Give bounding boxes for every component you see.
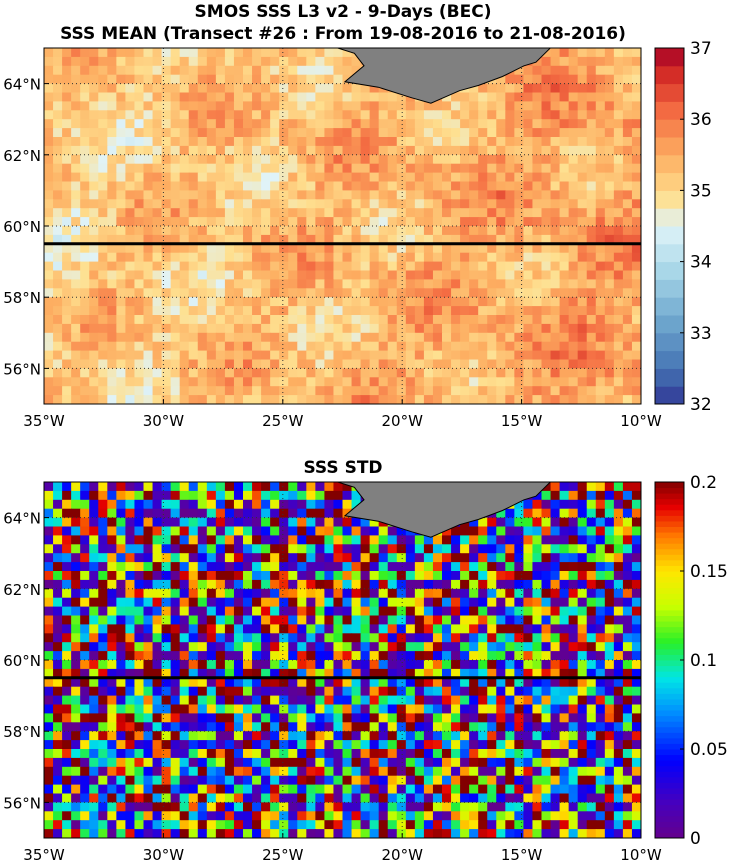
mean-colorbar-tick-label: 34 bbox=[690, 253, 712, 273]
mean-field-cells bbox=[44, 48, 641, 404]
mean-lon-tick-label: 10°W bbox=[620, 412, 662, 430]
mean-lat-tick-label: 64°N bbox=[3, 76, 41, 94]
std-field-cells bbox=[44, 482, 641, 838]
std-lon-tick-label: 20°W bbox=[381, 846, 423, 861]
std-panel-title: SSS STD bbox=[303, 458, 382, 478]
std-lat-tick-label: 64°N bbox=[3, 510, 41, 528]
mean-panel: 35°W 30°W 25°W 20°W 15°W 10°W 56°N 58°N 60°N 62°N… bbox=[3, 39, 711, 430]
figure-title-line2: SSS MEAN (Transect #26 : From 19-08-2016… bbox=[60, 24, 626, 44]
mean-lat-tick-label: 60°N bbox=[3, 218, 41, 236]
mean-colorbar-tick-label: 32 bbox=[690, 395, 712, 415]
std-colorbar-tick-label: 0 bbox=[690, 829, 701, 849]
std-colorbar-tick-label: 0.2 bbox=[690, 473, 717, 493]
mean-lat-tick-label: 62°N bbox=[3, 147, 41, 165]
mean-lon-tick-label: 15°W bbox=[501, 412, 543, 430]
std-lat-tick-label: 56°N bbox=[3, 794, 41, 812]
mean-colorbar-tick-label: 33 bbox=[690, 324, 712, 344]
figure-title-line1: SMOS SSS L3 v2 - 9-Days (BEC) bbox=[195, 2, 492, 22]
std-lat-tick-label: 58°N bbox=[3, 723, 41, 741]
mean-colorbar-tick-label: 36 bbox=[690, 110, 712, 130]
mean-lon-tick-label: 35°W bbox=[23, 412, 65, 430]
std-colorbar-tick-label: 0.05 bbox=[690, 740, 728, 760]
std-panel: 35°W 30°W 25°W 20°W 15°W 10°W 56°N 58°N 60°N 62°N… bbox=[3, 473, 728, 861]
std-lon-tick-label: 10°W bbox=[620, 846, 662, 861]
mean-lat-tick-label: 56°N bbox=[3, 360, 41, 378]
mean-lon-tick-label: 25°W bbox=[262, 412, 304, 430]
std-lat-tick-label: 62°N bbox=[3, 581, 41, 599]
mean-colorbar: 32 33 34 35 36 37 bbox=[654, 39, 712, 415]
mean-colorbar-tick-label: 37 bbox=[690, 39, 712, 59]
std-lon-tick-label: 25°W bbox=[262, 846, 304, 861]
std-land-mask bbox=[337, 482, 552, 538]
mean-lon-tick-label: 30°W bbox=[143, 412, 185, 430]
std-lat-tick-label: 60°N bbox=[3, 652, 41, 670]
mean-lon-tick-label: 20°W bbox=[381, 412, 423, 430]
std-colorbar-tick-label: 0.15 bbox=[690, 562, 728, 582]
std-lon-tick-label: 35°W bbox=[23, 846, 65, 861]
std-lon-tick-label: 30°W bbox=[143, 846, 185, 861]
std-lon-tick-label: 15°W bbox=[501, 846, 543, 861]
mean-lat-tick-label: 58°N bbox=[3, 289, 41, 307]
std-colorbar: 0 0.05 0.1 0.15 0.2 bbox=[654, 473, 728, 849]
mean-colorbar-tick-label: 35 bbox=[690, 181, 712, 201]
mean-land-mask bbox=[337, 48, 552, 104]
std-colorbar-tick-label: 0.1 bbox=[690, 651, 717, 671]
